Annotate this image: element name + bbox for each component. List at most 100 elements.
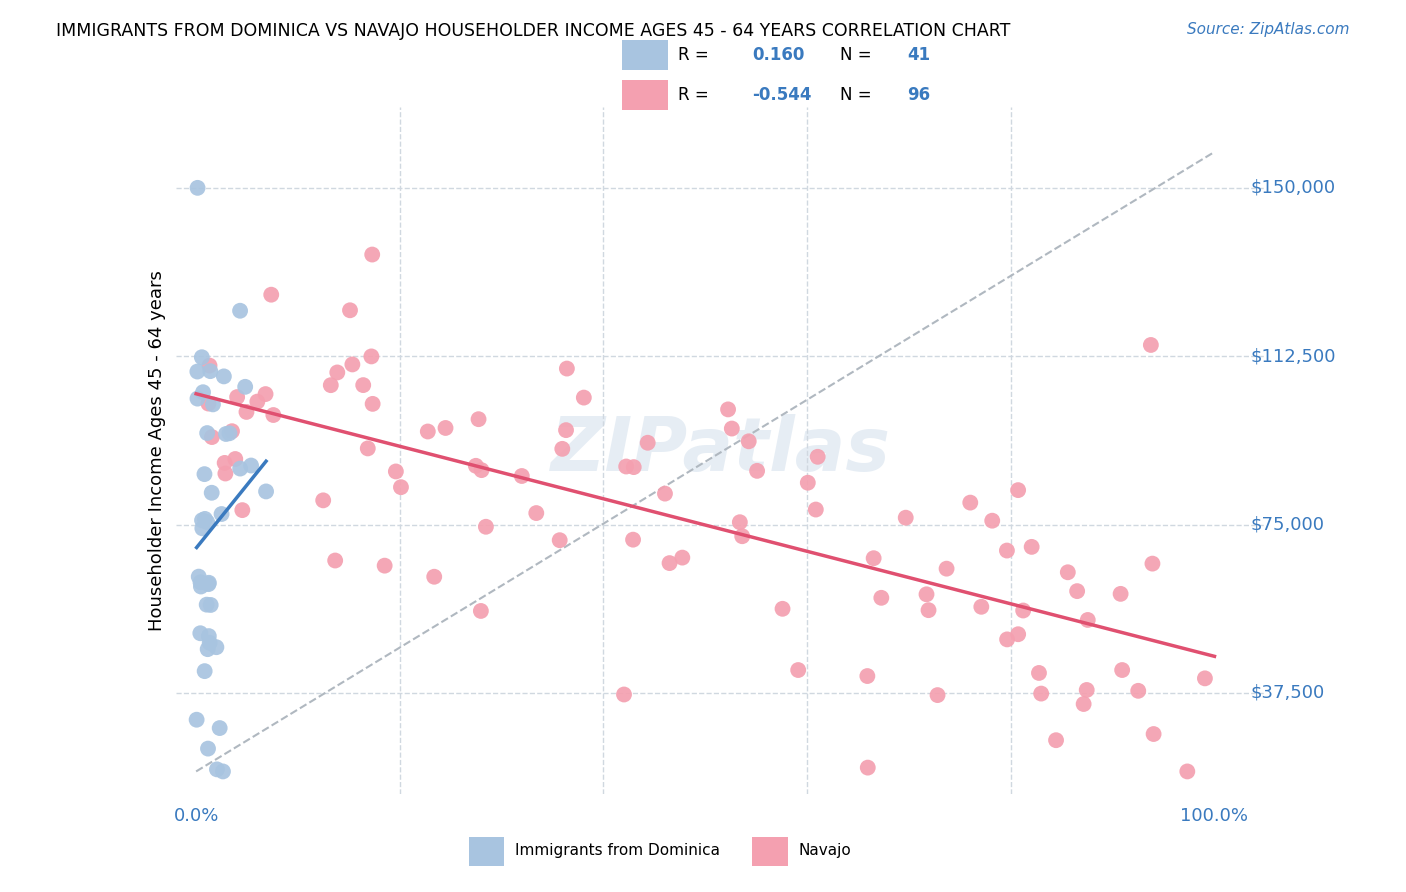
Point xyxy=(1175,764,1198,779)
Point xyxy=(1028,665,1050,680)
Point xyxy=(717,402,740,417)
Point xyxy=(1076,683,1098,698)
Point xyxy=(357,442,380,456)
Text: 100.0%: 100.0% xyxy=(1181,807,1249,825)
Point xyxy=(229,461,252,475)
Point xyxy=(1021,540,1043,554)
Text: $75,000: $75,000 xyxy=(1250,516,1324,533)
Point xyxy=(1056,566,1078,580)
Point xyxy=(214,467,236,481)
Point xyxy=(188,626,211,640)
Point xyxy=(201,485,224,500)
Point xyxy=(191,513,214,527)
Point xyxy=(658,556,681,570)
Point xyxy=(198,629,221,643)
Text: $37,500: $37,500 xyxy=(1250,684,1324,702)
Point xyxy=(572,391,595,405)
Text: ZIPatlas: ZIPatlas xyxy=(551,414,890,487)
Point xyxy=(856,669,879,683)
Point xyxy=(226,390,249,404)
Point xyxy=(470,604,492,618)
Point xyxy=(312,493,335,508)
Text: N =: N = xyxy=(841,87,877,104)
Point xyxy=(194,664,217,678)
Point xyxy=(804,502,827,516)
Point xyxy=(728,515,751,529)
Point xyxy=(201,430,224,444)
Point xyxy=(1012,603,1035,617)
Text: 0.0%: 0.0% xyxy=(173,807,219,825)
Point xyxy=(467,412,489,426)
Point xyxy=(342,358,364,372)
Text: $150,000: $150,000 xyxy=(1250,178,1336,197)
Point xyxy=(193,467,215,482)
Point xyxy=(197,577,219,591)
Point xyxy=(995,543,1018,558)
Point xyxy=(548,533,571,548)
Point xyxy=(614,459,637,474)
Point xyxy=(959,495,981,509)
Point xyxy=(361,397,384,411)
Point xyxy=(797,475,820,490)
Point xyxy=(671,550,693,565)
Point xyxy=(186,392,208,406)
Point xyxy=(229,303,252,318)
Point xyxy=(915,587,938,601)
Point xyxy=(205,640,228,655)
Point xyxy=(1194,671,1216,685)
Point xyxy=(621,533,644,547)
Point xyxy=(191,350,214,364)
Point xyxy=(198,359,221,373)
Point xyxy=(927,688,949,702)
Point xyxy=(738,434,761,449)
Point xyxy=(995,632,1018,647)
Point xyxy=(856,761,879,775)
Point xyxy=(1066,584,1088,599)
Point xyxy=(1007,483,1029,497)
Point xyxy=(195,426,218,441)
Point xyxy=(197,642,219,657)
Point xyxy=(870,591,893,605)
Point xyxy=(1045,733,1067,747)
Point xyxy=(319,378,342,392)
Point xyxy=(205,763,228,777)
Point xyxy=(917,603,939,617)
Point xyxy=(1128,683,1150,698)
Point xyxy=(186,365,208,379)
Point xyxy=(201,397,224,411)
Point xyxy=(981,514,1004,528)
Point xyxy=(894,510,917,524)
Point xyxy=(1031,687,1053,701)
Text: IMMIGRANTS FROM DOMINICA VS NAVAJO HOUSEHOLDER INCOME AGES 45 - 64 YEARS CORRELA: IMMIGRANTS FROM DOMINICA VS NAVAJO HOUSE… xyxy=(56,22,1011,40)
Point xyxy=(187,181,209,195)
Point xyxy=(862,551,884,566)
Point xyxy=(637,435,659,450)
Point xyxy=(194,512,217,526)
Point xyxy=(240,458,263,473)
Text: 96: 96 xyxy=(907,87,929,104)
Point xyxy=(190,580,212,594)
Point xyxy=(1073,697,1095,711)
Point xyxy=(524,506,547,520)
Point xyxy=(623,460,645,475)
Point xyxy=(416,425,439,439)
Point xyxy=(339,303,361,318)
Point xyxy=(464,458,486,473)
Point xyxy=(190,575,212,590)
Point xyxy=(260,287,283,301)
Text: Immigrants from Dominica: Immigrants from Dominica xyxy=(515,844,720,858)
Point xyxy=(1077,613,1099,627)
Point xyxy=(613,688,636,702)
Point xyxy=(970,599,993,614)
Point xyxy=(246,394,269,409)
Point xyxy=(224,452,246,467)
Bar xyxy=(470,837,505,866)
Point xyxy=(198,636,221,650)
Point xyxy=(200,364,222,378)
Point xyxy=(551,442,574,456)
Point xyxy=(745,464,768,478)
Point xyxy=(654,486,676,500)
Text: R =: R = xyxy=(678,46,714,64)
Point xyxy=(389,480,412,494)
Point xyxy=(361,247,384,261)
